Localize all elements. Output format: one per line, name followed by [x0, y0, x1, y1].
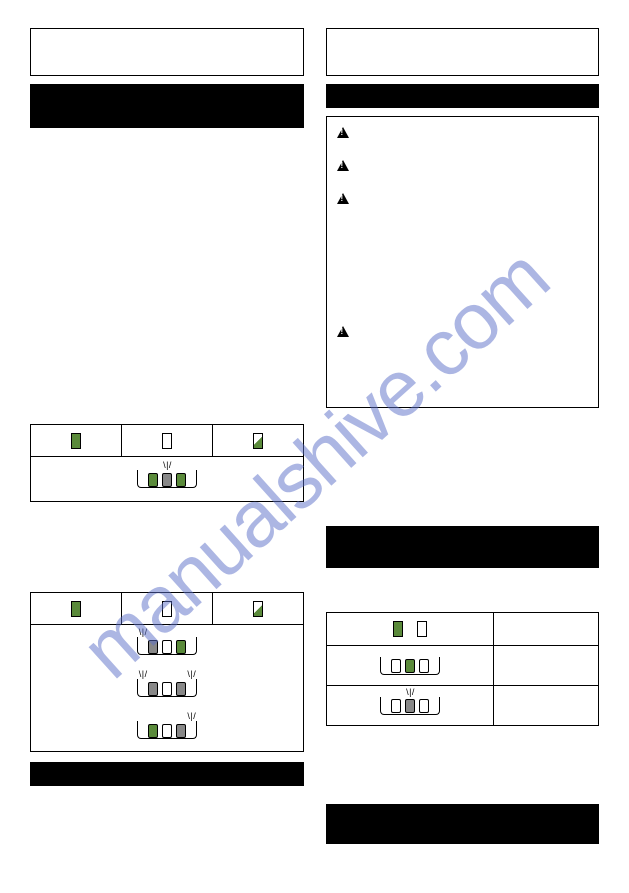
indicator-tray — [137, 721, 197, 739]
white-square-icon — [417, 621, 427, 637]
cell-empty — [494, 646, 598, 685]
body-text-block — [30, 502, 304, 592]
section-heading-bar — [326, 84, 600, 108]
seg-grey — [176, 682, 186, 696]
indicator-tray — [137, 679, 197, 697]
indicator-cluster: \ | / — [375, 691, 445, 721]
seg-white — [419, 699, 429, 713]
indicator-cluster: \ | /\ | / — [132, 673, 202, 703]
ray-marks: \ | / — [137, 460, 197, 470]
section-title-box — [326, 28, 600, 76]
indicator-tray — [137, 470, 197, 488]
seg-green — [148, 724, 158, 738]
table-body-row: \ | / — [31, 625, 303, 667]
warning-triangle-icon — [337, 160, 349, 171]
cell-empty — [494, 686, 598, 725]
seg-grey — [405, 699, 415, 713]
warning-triangle-icon — [337, 326, 349, 337]
section-heading-bar — [326, 804, 600, 844]
header-cell-green — [31, 593, 122, 624]
seg-grey — [148, 640, 158, 654]
right-column: \ | / — [326, 28, 600, 873]
seg-white — [162, 640, 172, 654]
seg-grey — [148, 682, 158, 696]
ray-marks: \ | / — [137, 627, 197, 637]
seg-grey — [162, 473, 172, 487]
seg-white — [419, 659, 429, 673]
table-header-row — [31, 593, 303, 625]
table-row — [327, 613, 599, 645]
cell-cluster: \ | / — [327, 686, 494, 725]
indicator-tray — [137, 637, 197, 655]
warning-item — [337, 127, 589, 138]
body-text-block — [326, 568, 600, 612]
indicator-cluster: \ | / — [132, 715, 202, 745]
body-text-block — [326, 408, 600, 518]
header-cell-half — [213, 425, 303, 456]
manual-page: manualshive.com \ | / — [0, 0, 629, 893]
indicator-cluster — [375, 651, 445, 681]
warning-box — [326, 116, 600, 408]
table-row: \ | / — [327, 685, 599, 725]
half-square-icon — [253, 433, 263, 449]
table-header-row — [31, 425, 303, 457]
ray-marks: \ | / — [137, 711, 197, 721]
cell-empty — [494, 613, 598, 645]
seg-white — [162, 682, 172, 696]
indicator-cluster: \ | / — [132, 631, 202, 661]
seg-white — [391, 659, 401, 673]
seg-white — [162, 724, 172, 738]
header-cell-green — [31, 425, 122, 456]
warning-item — [337, 193, 589, 204]
header-cell-white — [122, 425, 213, 456]
indicator-tray — [380, 697, 440, 715]
seg-green — [176, 473, 186, 487]
section-title-box — [30, 28, 304, 76]
body-text-block — [326, 726, 600, 796]
body-text-block — [30, 128, 304, 424]
section-heading-bar — [30, 762, 304, 786]
indicator-table-right: \ | / — [326, 612, 600, 726]
ray-marks: \ | / — [380, 687, 440, 697]
cell-icons — [327, 613, 494, 645]
ray-marks: \ | /\ | / — [137, 669, 197, 679]
white-square-icon — [162, 433, 172, 449]
warning-triangle-icon — [337, 127, 349, 138]
header-cell-half — [213, 593, 303, 624]
warning-triangle-icon — [337, 193, 349, 204]
section-heading-bar — [326, 526, 600, 568]
indicator-table-2: \ | / \ | /\ | / — [30, 592, 304, 752]
table-row — [327, 645, 599, 685]
green-square-icon — [71, 601, 81, 617]
seg-green — [405, 659, 415, 673]
two-column-layout: \ | / — [30, 28, 599, 873]
indicator-table-1: \ | / — [30, 424, 304, 502]
seg-grey — [176, 724, 186, 738]
half-square-icon — [253, 601, 263, 617]
warning-item — [337, 326, 589, 337]
warning-item — [337, 160, 589, 171]
left-column: \ | / — [30, 28, 304, 873]
table-body-row: \ | / — [31, 709, 303, 751]
header-cell-white — [122, 593, 213, 624]
table-body-row: \ | / — [31, 457, 303, 501]
white-square-icon — [162, 601, 172, 617]
cell-cluster — [327, 646, 494, 685]
indicator-tray — [380, 657, 440, 675]
table-body-row: \ | /\ | / — [31, 667, 303, 709]
seg-green — [148, 473, 158, 487]
green-square-icon — [393, 621, 403, 637]
seg-green — [176, 640, 186, 654]
section-heading-bar — [30, 84, 304, 128]
green-square-icon — [71, 433, 81, 449]
seg-white — [391, 699, 401, 713]
indicator-cluster: \ | / — [132, 464, 202, 494]
